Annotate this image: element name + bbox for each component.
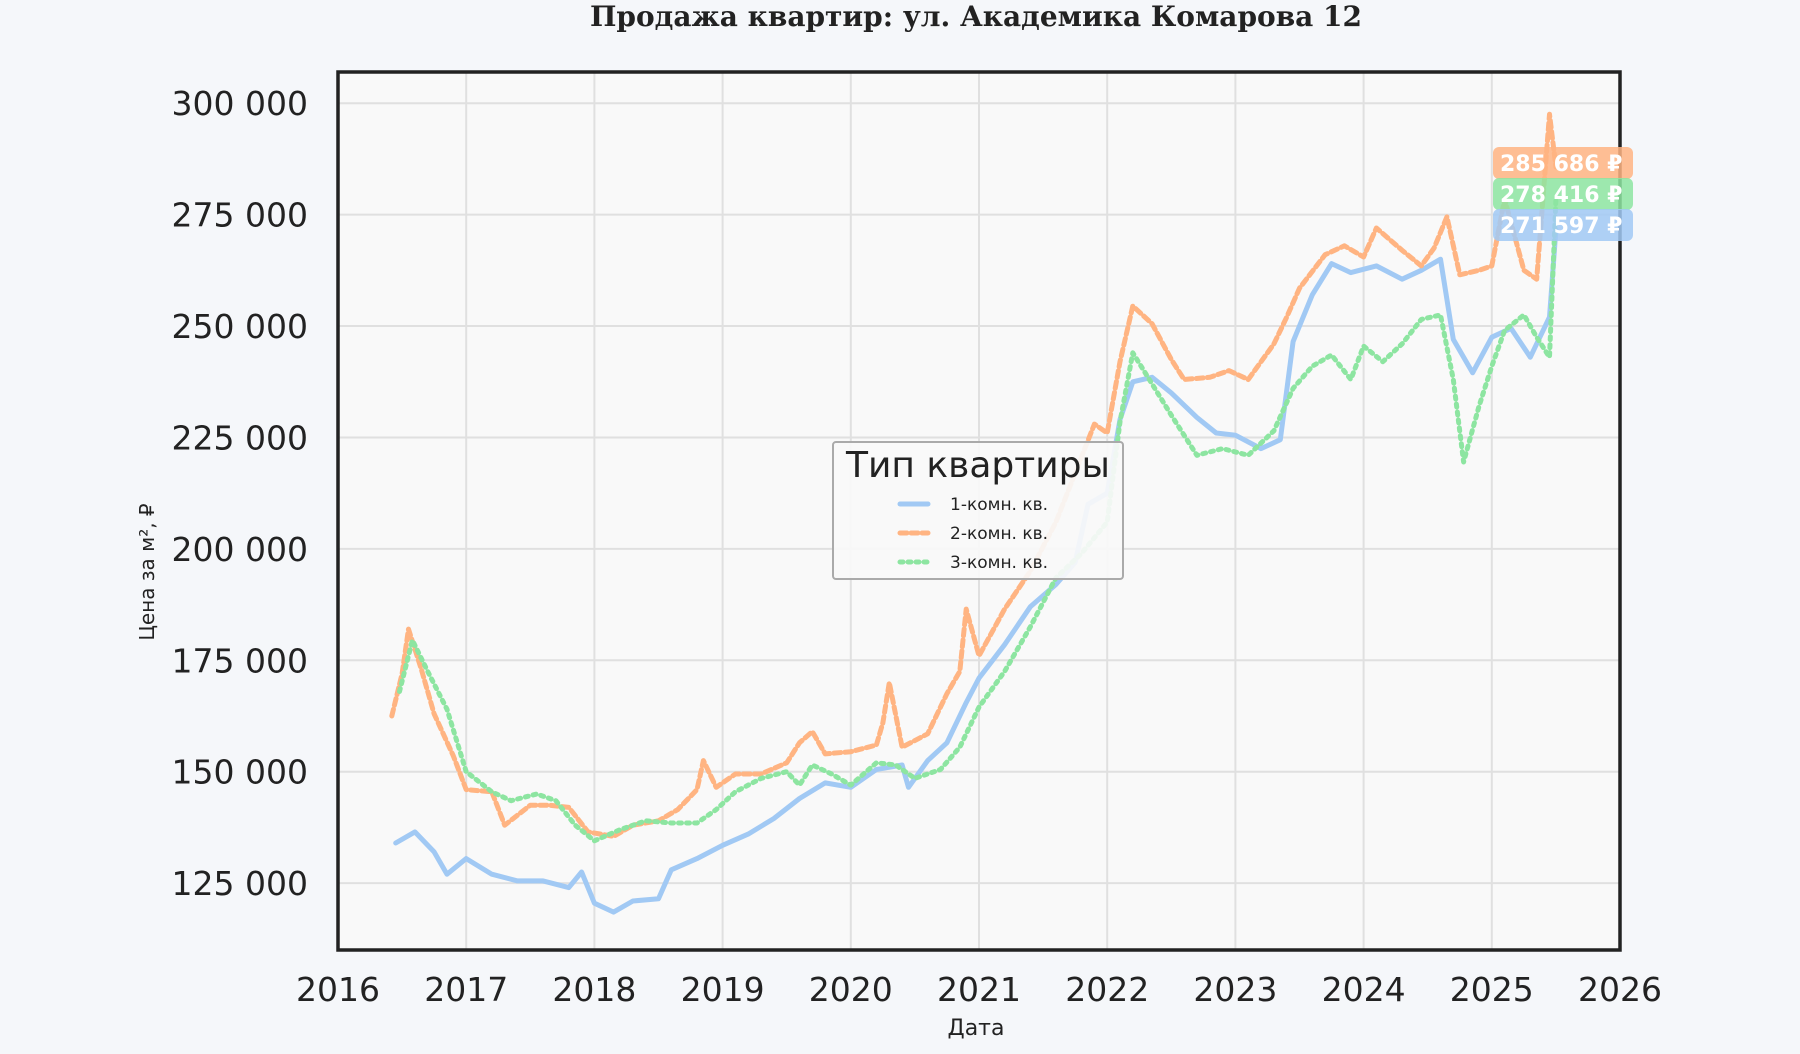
x-tick-label: 2021: [937, 970, 1021, 1009]
last-value-badge-1: [1493, 209, 1633, 241]
y-tick-label: 300 000: [172, 84, 308, 123]
x-tick-label: 2022: [1065, 970, 1149, 1009]
last-value-labels: 285 686 ₽ 278 416 ₽ 271 597 ₽: [1493, 147, 1633, 241]
legend: Тип квартиры 1-комн. кв. 2-комн. кв. 3-ком…: [832, 441, 1124, 580]
x-tick-label: 2026: [1578, 970, 1662, 1009]
x-axis-label: Дата: [948, 1016, 1005, 1041]
y-tick-label: 250 000: [172, 307, 308, 346]
chart-title: Продажа квартир: ул. Академика Комарова …: [590, 0, 1362, 33]
y-tick-label: 150 000: [172, 753, 308, 792]
x-tick-label: 2023: [1193, 970, 1277, 1009]
y-tick-label: 175 000: [172, 641, 308, 680]
series-layer: [389, 111, 1559, 915]
legend-items: 1-комн. кв. 2-комн. кв. 3-комн. кв.: [897, 495, 1048, 573]
legend-label-2: 2-комн. кв.: [950, 524, 1048, 544]
last-value-label-3: 278 416 ₽: [1500, 183, 1622, 208]
x-tick-label: 2017: [424, 970, 508, 1009]
y-tick-label: 125 000: [172, 864, 308, 903]
y-axis-label: Цена за м², ₽: [135, 503, 159, 641]
x-tick-label: 2018: [552, 970, 636, 1009]
y-tick-label: 200 000: [172, 530, 308, 569]
y-tick-label: 275 000: [172, 196, 308, 235]
x-tick-label: 2024: [1322, 970, 1406, 1009]
last-value-badge-2: [1493, 147, 1633, 179]
legend-label-3: 3-комн. кв.: [950, 553, 1048, 573]
series-line-1: [393, 227, 1559, 915]
legend-box: [832, 441, 1124, 580]
x-axis-ticks: 2016 2017 2018 2019 2020 2021 2022 2023 2024 2025…: [296, 970, 1662, 1009]
series-line-3: [397, 196, 1559, 844]
y-axis-ticks: 125 000 150 000 175 000 200 000 225 000 250 0…: [172, 84, 308, 903]
legend-title: Тип квартиры: [845, 445, 1110, 486]
legend-label-1: 1-комн. кв.: [950, 495, 1048, 515]
plot-frame: [336, 70, 1622, 952]
series-line-2: [389, 111, 1559, 839]
last-value-label-2: 285 686 ₽: [1500, 152, 1622, 177]
x-tick-label: 2020: [809, 970, 893, 1009]
y-tick-label: 225 000: [172, 418, 308, 457]
x-tick-label: 2019: [681, 970, 765, 1009]
x-tick-label: 2016: [296, 970, 380, 1009]
x-tick-label: 2025: [1450, 970, 1534, 1009]
last-value-label-1: 271 597 ₽: [1500, 214, 1622, 239]
last-value-badge-3: [1493, 178, 1633, 210]
